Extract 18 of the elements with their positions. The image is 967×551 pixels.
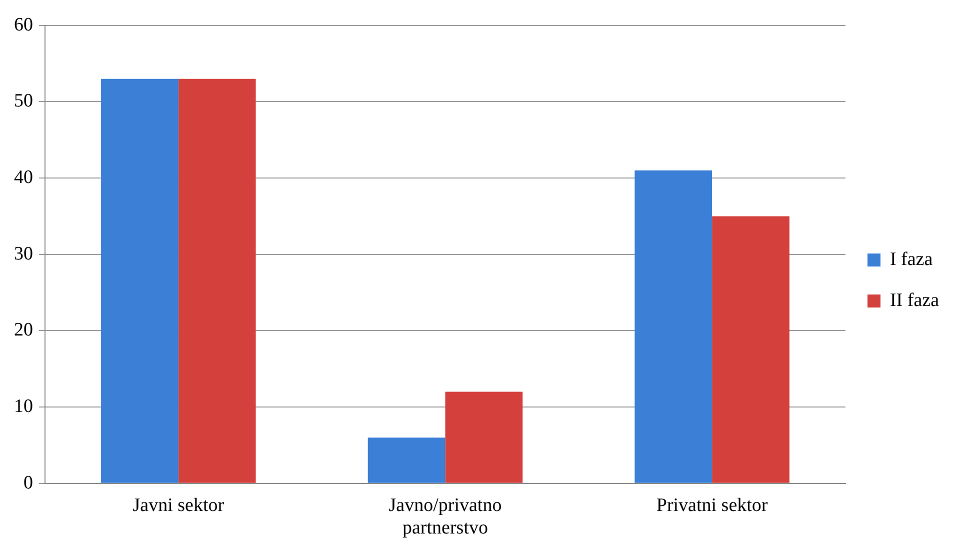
bar xyxy=(634,170,712,483)
y-tick-label: 40 xyxy=(14,167,33,188)
y-tick-label: 0 xyxy=(24,472,33,494)
y-tick-label: 30 xyxy=(14,243,33,264)
x-tick-label: Javni sektor xyxy=(132,494,225,516)
bar xyxy=(178,78,256,483)
bar xyxy=(101,78,178,483)
y-tick-label: 10 xyxy=(14,396,33,418)
y-tick-label: 20 xyxy=(14,320,33,341)
legend-label: I faza xyxy=(890,248,934,270)
x-tick-label: Privatni sektor xyxy=(656,494,768,516)
x-tick-label: Javno/privatno partnerstvo xyxy=(388,494,502,539)
bar xyxy=(368,438,446,483)
y-tick-label: 50 xyxy=(14,90,33,112)
legend-label: II faza xyxy=(890,290,940,311)
y-tick-label: 60 xyxy=(14,14,33,36)
bar xyxy=(445,392,523,483)
bar xyxy=(712,216,790,483)
